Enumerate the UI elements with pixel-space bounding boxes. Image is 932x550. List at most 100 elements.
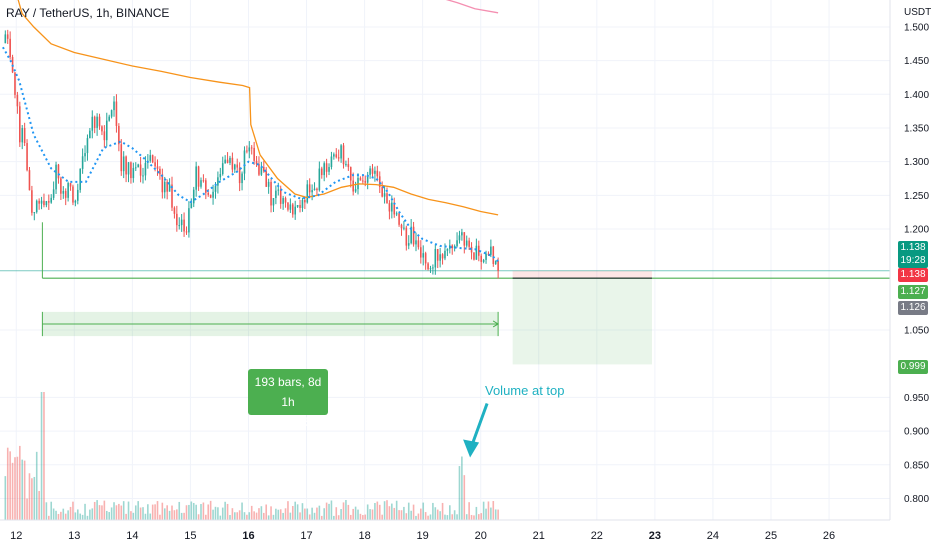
volume-bar	[166, 505, 168, 520]
candle-body	[105, 120, 108, 141]
candle-body	[359, 177, 362, 181]
candle-body	[441, 254, 444, 259]
volume-bar	[57, 513, 60, 520]
candle-body	[209, 194, 212, 198]
candle-body	[494, 260, 497, 265]
volume-bar	[299, 512, 301, 520]
volume-bar	[258, 508, 260, 520]
volume-bar	[485, 508, 487, 520]
candle-body	[120, 144, 123, 172]
volume-bar	[176, 509, 178, 520]
candle-body	[262, 166, 265, 172]
candle-body	[362, 180, 364, 182]
candle-body	[40, 200, 43, 204]
price-tick-label: 0.900	[904, 427, 929, 438]
current-price-label: 1.138	[898, 241, 928, 255]
volume-bar	[357, 509, 359, 520]
volume-bar	[26, 498, 28, 520]
candle-body	[52, 189, 55, 198]
volume-bar	[52, 508, 55, 520]
candle-body	[439, 254, 441, 261]
candle-body	[369, 168, 371, 175]
volume-bar	[444, 514, 446, 520]
volume-bar	[456, 514, 458, 520]
candle-body	[217, 177, 219, 186]
volume-bar	[35, 451, 38, 520]
volume-bar	[241, 502, 243, 520]
time-tick-label: 20	[475, 530, 487, 542]
volume-bar	[349, 514, 352, 520]
time-axis[interactable]: 12 13 14 15 16 17 18 19 20 21 22 23 24 25 26	[0, 519, 890, 542]
volume-bar	[19, 445, 21, 520]
volume-bar	[74, 512, 77, 520]
candle-body	[168, 184, 171, 192]
volume-bar	[393, 507, 396, 520]
crosshair-price-label: 1.126	[898, 301, 928, 315]
candle-body	[349, 167, 352, 181]
volume-bar	[226, 503, 229, 520]
candle-body	[176, 213, 178, 226]
volume-bar	[178, 501, 181, 520]
candle-body	[86, 138, 89, 154]
volume-bar	[84, 503, 86, 520]
candle-body	[21, 128, 24, 143]
volume-bar	[403, 506, 405, 520]
candle-body	[328, 167, 330, 172]
candle-body	[19, 106, 21, 143]
price-tick-label: 1.200	[904, 225, 929, 236]
volume-bar	[48, 515, 50, 520]
volume-bar	[159, 514, 161, 520]
candle-body	[231, 157, 234, 170]
candle-body	[55, 164, 57, 190]
candle-body	[159, 168, 161, 175]
volume-bar	[67, 510, 69, 520]
volume-bars	[4, 392, 499, 520]
volume-bar	[352, 508, 354, 520]
candle-body	[9, 38, 11, 58]
candle-body	[178, 225, 181, 227]
volume-bar	[427, 515, 429, 520]
volume-bar	[480, 513, 483, 520]
target-zone	[512, 278, 652, 365]
volume-bar	[139, 507, 142, 520]
candle-body	[393, 202, 396, 215]
candle-body	[275, 190, 277, 199]
candle-body	[154, 162, 156, 167]
price-tick-label: 1.350	[904, 123, 929, 134]
candle-body	[277, 189, 280, 191]
volume-bar	[113, 502, 115, 520]
candle-body	[289, 204, 292, 210]
candle-body	[234, 164, 236, 170]
volume-bar	[294, 501, 297, 520]
candle-body	[316, 188, 318, 191]
volume-bar	[473, 515, 475, 520]
volume-bar	[214, 506, 217, 520]
volume-bar	[137, 501, 139, 520]
candle-body	[226, 159, 229, 163]
volume-bar	[289, 512, 292, 520]
volume-bar	[69, 506, 72, 520]
countdown-label: 19:28	[898, 254, 928, 268]
candle-body	[238, 167, 241, 184]
candle-body	[383, 193, 386, 197]
candle-body	[64, 190, 67, 198]
candle-body	[434, 248, 437, 268]
volume-bar	[468, 502, 470, 520]
volume-bar	[260, 506, 263, 520]
candle-body	[134, 167, 137, 169]
candle-body	[173, 207, 176, 214]
symbol-title[interactable]: RAY / TetherUS, 1h, BINANCE	[6, 6, 170, 20]
candle-body	[282, 198, 284, 204]
candle-body	[453, 246, 456, 249]
candle-body	[6, 34, 9, 39]
measure-bars-text: 193 bars, 8d 1h	[254, 375, 322, 409]
price-axis[interactable]: 1.500 1.450 1.400 1.350 1.300 1.250 1.200 1.050…	[889, 0, 931, 520]
volume-bar	[304, 508, 306, 520]
volume-bar	[96, 500, 98, 520]
candle-body	[412, 226, 415, 245]
candle-body	[142, 175, 144, 177]
candle-body	[376, 170, 379, 177]
bid-price-label: 1.138	[898, 268, 928, 282]
grid-lines	[0, 0, 890, 520]
candle-body	[192, 189, 195, 204]
